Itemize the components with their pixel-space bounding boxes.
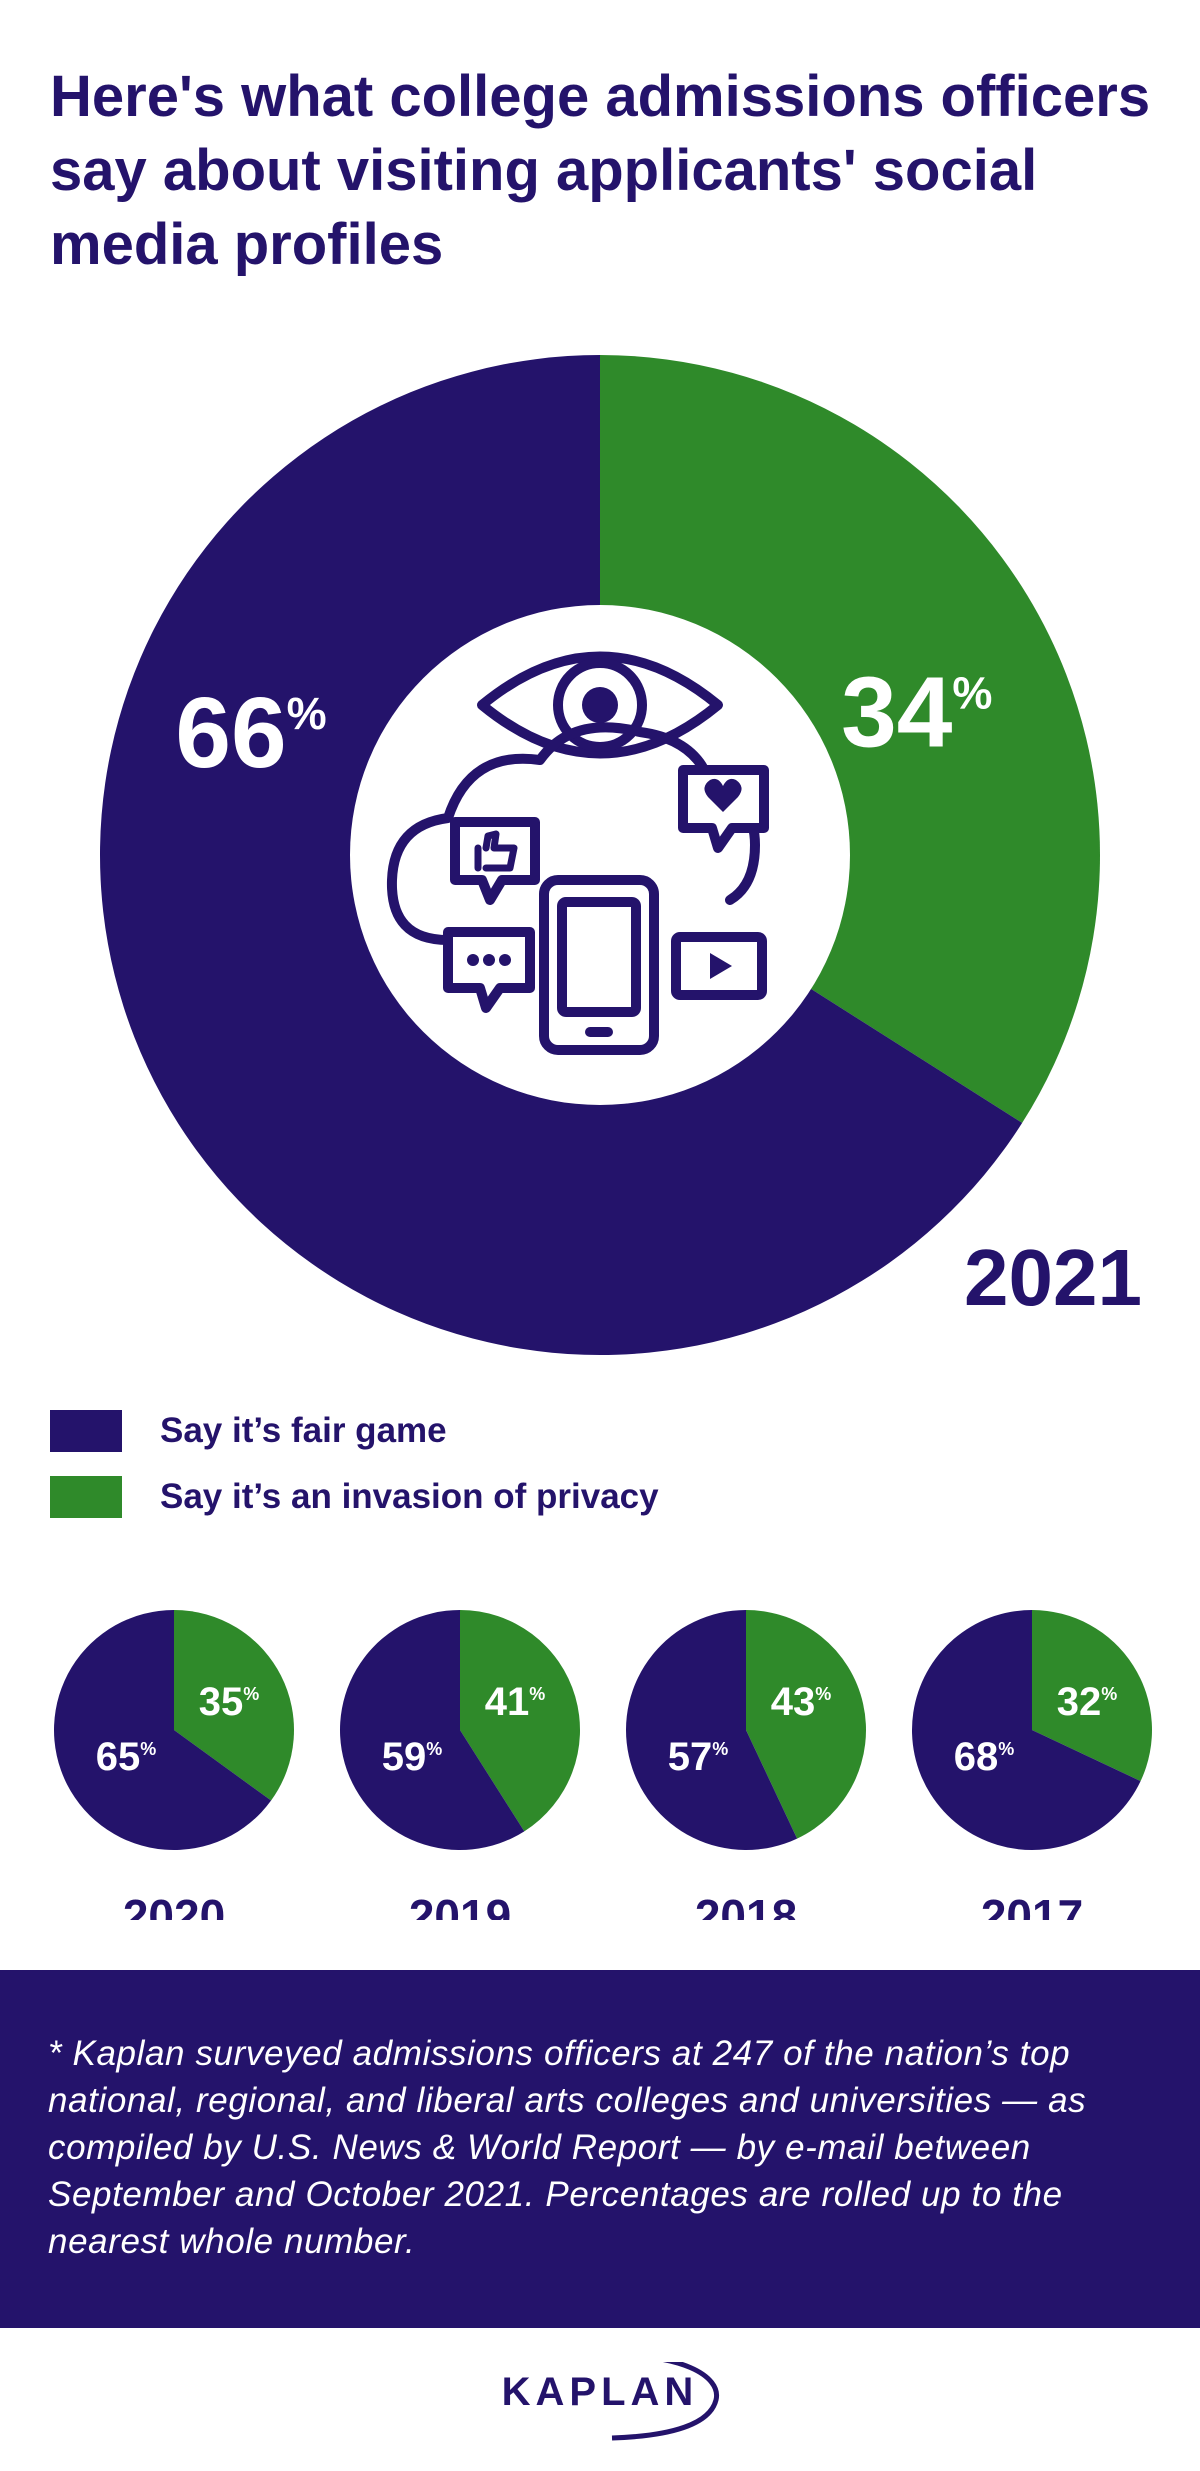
- slice-invasion-of-privacy-2018: [746, 1610, 867, 1839]
- main-chart-year-label: 2021: [964, 1233, 1142, 1322]
- slice-invasion-of-privacy-2019: [460, 1610, 581, 1832]
- main-pie-chart-2021: 34%66%: [100, 355, 1101, 1355]
- year-label-2018: 2018: [695, 1890, 797, 1920]
- year-label-2017: 2017: [981, 1890, 1083, 1920]
- slice-fair-game-2020: [53, 1610, 272, 1850]
- page-title: Here's what college admissions officers …: [50, 64, 1151, 277]
- slice-fair-game-2019: [340, 1610, 525, 1850]
- slice-invasion-of-privacy-2020: [174, 1610, 294, 1801]
- legend-swatch-fair-game: [50, 1410, 122, 1452]
- logo-swoosh-icon: [611, 2362, 720, 2441]
- slice-invasion-of-privacy-2017: [1032, 1610, 1152, 1782]
- kaplan-logo: KAPLAN: [0, 2362, 1200, 2442]
- slice-fair-game-2018: [626, 1610, 798, 1850]
- legend-label-invasion-of-privacy: Say it’s an invasion of privacy: [160, 1477, 659, 1516]
- legend-item-fair-game: Say it’s fair game: [50, 1408, 659, 1454]
- data-label-invasion-of-privacy: 34%: [841, 656, 992, 768]
- social-media-eye-icon: [386, 651, 769, 1055]
- legend-label-fair-game: Say it’s fair game: [160, 1411, 447, 1450]
- legend-swatch-invasion-of-privacy: [50, 1476, 122, 1518]
- year-label-2020: 2020: [123, 1890, 225, 1920]
- pie-2019: 41%59%2019: [340, 1610, 581, 1942]
- pie-2017: 32%68%2017: [912, 1610, 1152, 1942]
- data-label-fair-game-2019: 59%: [382, 1735, 443, 1779]
- footnote-panel: * Kaplan surveyed admissions officers at…: [0, 1970, 1200, 2328]
- pie-2020: 35%65%2020: [53, 1610, 294, 1942]
- data-label-fair-game-2020: 65%: [96, 1735, 157, 1779]
- logo-text: KAPLAN: [501, 2370, 699, 2414]
- year-label-2019: 2019: [409, 1890, 511, 1920]
- legend-item-invasion-of-privacy: Say it’s an invasion of privacy: [50, 1474, 659, 1520]
- pie-2018: 43%57%2018: [626, 1610, 867, 1942]
- footnote-text: * Kaplan surveyed admissions officers at…: [48, 2034, 1087, 2261]
- slice-fair-game-2017: [912, 1610, 1141, 1850]
- chart-legend: Say it’s fair game Say it’s an invasion …: [50, 1408, 659, 1540]
- previous-years-charts: 35% 65% 2020 41% 59% 2019 43% 57% 2018 32% 68% 2017: [0, 1600, 1200, 1942]
